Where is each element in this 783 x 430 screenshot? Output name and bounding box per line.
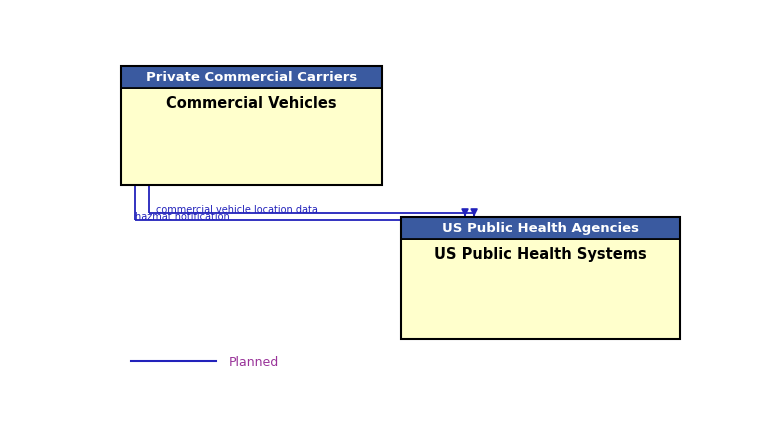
Bar (402, 240, 680, 340)
Text: US Public Health Systems: US Public Health Systems (435, 246, 648, 261)
Bar (121, 67, 382, 89)
Text: Private Commercial Carriers: Private Commercial Carriers (146, 71, 357, 84)
Bar (402, 217, 680, 340)
Text: Commercial Vehicles: Commercial Vehicles (166, 95, 337, 111)
Text: US Public Health Agencies: US Public Health Agencies (442, 222, 640, 235)
Text: hazmat notification: hazmat notification (135, 211, 230, 221)
Bar (121, 67, 382, 186)
Bar (402, 217, 680, 240)
Bar (121, 89, 382, 186)
Text: Planned: Planned (229, 355, 279, 368)
Text: commercial vehicle location data: commercial vehicle location data (156, 205, 317, 215)
